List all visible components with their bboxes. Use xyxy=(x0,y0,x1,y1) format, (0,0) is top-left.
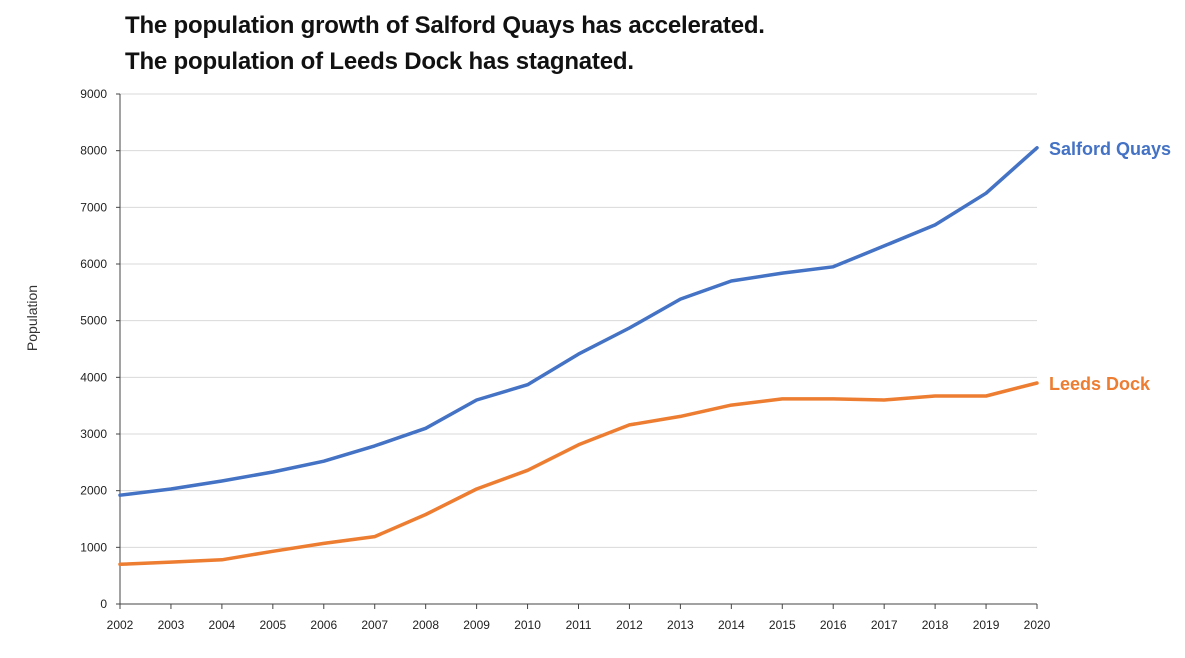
x-tick-label-2010: 2010 xyxy=(514,618,541,632)
x-tick-label-2013: 2013 xyxy=(667,618,694,632)
x-tick-label-2015: 2015 xyxy=(769,618,796,632)
chart-title-line-1: The population growth of Salford Quays h… xyxy=(125,12,765,39)
axes xyxy=(119,94,1037,605)
y-tick-label-2000: 2000 xyxy=(80,484,107,498)
y-tick-label-1000: 1000 xyxy=(80,540,107,554)
y-tick-label-9000: 9000 xyxy=(80,87,107,101)
chart-title: The population growth of Salford Quays h… xyxy=(125,8,765,80)
x-tick-label-2003: 2003 xyxy=(158,618,185,632)
x-tick-label-2012: 2012 xyxy=(616,618,643,632)
x-tick-label-2019: 2019 xyxy=(973,618,1000,632)
chart-title-line-2: The population of Leeds Dock has stagnat… xyxy=(125,48,634,75)
y-tick-label-0: 0 xyxy=(100,597,107,611)
x-tick-label-2002: 2002 xyxy=(107,618,134,632)
series-line-salford-quays xyxy=(118,146,1039,497)
x-tick-label-2007: 2007 xyxy=(361,618,388,632)
y-tick-label-3000: 3000 xyxy=(80,427,107,441)
x-tick-label-2008: 2008 xyxy=(412,618,439,632)
x-tick-label-2016: 2016 xyxy=(820,618,847,632)
x-tick-label-2018: 2018 xyxy=(922,618,949,632)
x-tick-label-2009: 2009 xyxy=(463,618,490,632)
x-tick-label-2020: 2020 xyxy=(1024,618,1051,632)
x-tick-label-2006: 2006 xyxy=(310,618,337,632)
x-tick-label-2017: 2017 xyxy=(871,618,898,632)
series-lines xyxy=(118,146,1039,567)
y-axis-label: Population xyxy=(24,285,40,351)
x-tick-label-2014: 2014 xyxy=(718,618,745,632)
x-tick-label-2005: 2005 xyxy=(259,618,286,632)
y-tick-label-7000: 7000 xyxy=(80,200,107,214)
y-tick-label-4000: 4000 xyxy=(80,370,107,384)
series-label-salford-quays: Salford Quays xyxy=(1049,139,1171,159)
series-label-leeds-dock: Leeds Dock xyxy=(1049,374,1151,394)
x-tick-label-2004: 2004 xyxy=(209,618,236,632)
series-labels: Salford Quays Leeds Dock xyxy=(1049,139,1171,394)
y-tick-label-5000: 5000 xyxy=(80,314,107,328)
y-axis-ticks: 0 1000 2000 3000 4000 5000 6000 7000 8000 9000 xyxy=(80,87,120,611)
gridlines xyxy=(120,93,1037,548)
y-tick-label-6000: 6000 xyxy=(80,257,107,271)
x-tick-label-2011: 2011 xyxy=(566,618,592,632)
y-tick-label-8000: 8000 xyxy=(80,144,107,158)
series-line-leeds-dock xyxy=(118,381,1039,567)
x-axis-ticks: 2002 2003 2004 2005 2006 2007 2008 2009 2010 2011… xyxy=(107,604,1051,632)
